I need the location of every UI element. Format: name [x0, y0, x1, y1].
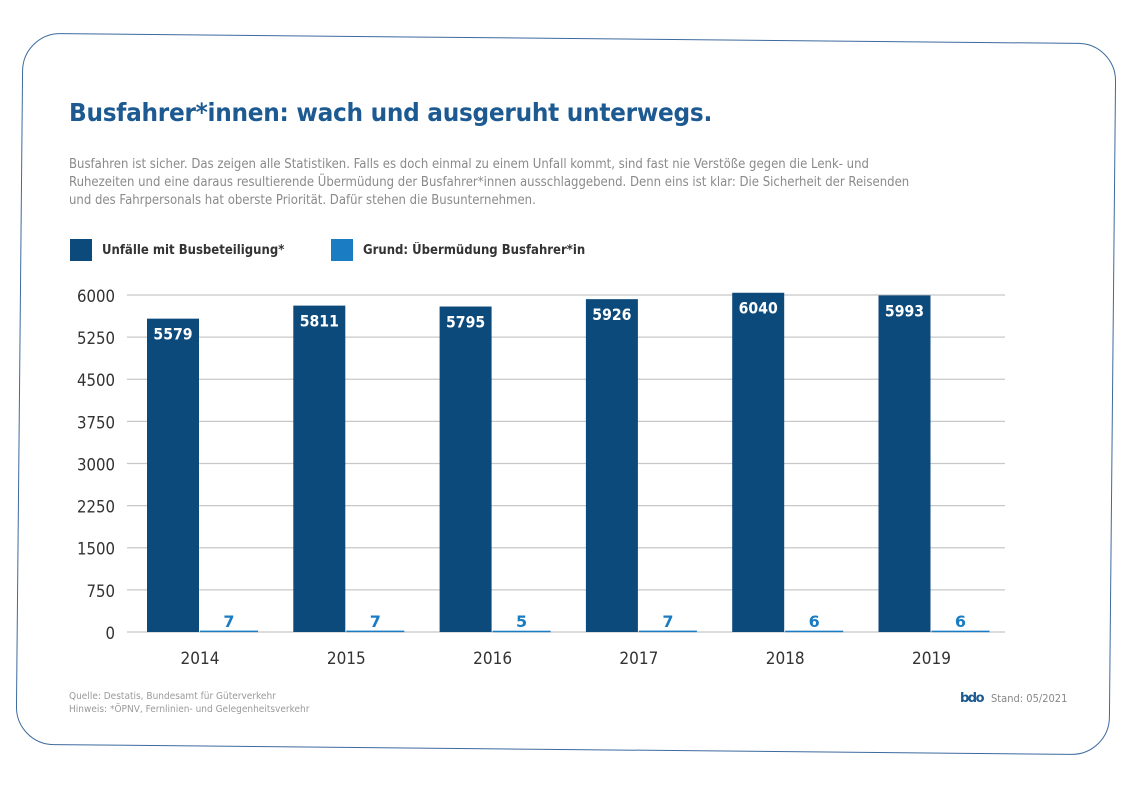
chart-title: Busfahrer*innen: wach und ausgeruht unte…: [69, 98, 713, 127]
source-text: Quelle: Destatis, Bundesamt für Güterver…: [69, 691, 276, 702]
data-label-fatigue: 5: [516, 612, 527, 631]
bdo-logo-icon: bdo: [960, 691, 985, 706]
data-label-fatigue: 6: [809, 612, 820, 631]
legend: Unfälle mit Busbeteiligung* Grund: Überm…: [70, 238, 636, 262]
x-tick-label: 2015: [327, 648, 366, 668]
stand-date: Stand: 05/2021: [991, 692, 1068, 705]
data-label-accidents: 5579: [153, 325, 192, 344]
y-tick-label: 1500: [77, 539, 115, 559]
y-tick-label: 3750: [77, 412, 115, 432]
data-label-fatigue: 7: [662, 612, 673, 631]
note-text: Hinweis: *ÖPNV, Fernlinien- und Gelegenh…: [69, 704, 310, 715]
data-label-accidents: 6040: [739, 299, 778, 318]
legend-item-fatigue: Grund: Übermüdung Busfahrer*in: [330, 239, 610, 261]
y-tick-label: 5250: [77, 328, 115, 348]
x-tick-label: 2018: [766, 648, 805, 668]
bar-accidents: [585, 299, 638, 632]
y-tick-label: 6000: [77, 286, 115, 306]
bar-fatigue: [638, 630, 697, 633]
x-tick-label: 2017: [619, 648, 658, 668]
data-label-accidents: 5811: [300, 312, 339, 331]
bar-fatigue: [346, 630, 405, 633]
legend-swatch-accidents: [70, 239, 92, 261]
intro-text: Busfahren ist sicher. Das zeigen alle St…: [69, 157, 910, 208]
y-tick-label: 0: [105, 623, 115, 643]
x-tick-label: 2016: [473, 648, 512, 668]
y-tick-label: 3000: [77, 455, 115, 475]
footnote: Quelle: Destatis, Bundesamt für Güterver…: [69, 690, 309, 716]
x-tick-label: 2014: [181, 648, 220, 668]
data-label-accidents: 5795: [446, 313, 485, 332]
legend-swatch-fatigue: [330, 239, 353, 261]
y-tick-label: 4500: [77, 370, 115, 390]
bar-accidents: [439, 306, 492, 632]
bar-accidents: [147, 318, 199, 632]
data-label-fatigue: 6: [955, 612, 966, 631]
bar-fatigue: [931, 630, 990, 633]
x-tick-label: 2019: [912, 648, 951, 668]
data-label-fatigue: 7: [223, 612, 234, 631]
legend-label-fatigue: Grund: Übermüdung Busfahrer*in: [362, 242, 585, 258]
stand-block: bdo Stand: 05/2021: [960, 691, 1076, 706]
bar-accidents: [293, 305, 346, 632]
data-label-fatigue: 7: [370, 612, 381, 631]
legend-item-accidents: Unfälle mit Busbeteiligung*: [70, 239, 305, 261]
data-label-accidents: 5926: [592, 305, 631, 324]
bar-fatigue: [492, 630, 551, 633]
bar-fatigue: [200, 630, 258, 633]
legend-label-accidents: Unfälle mit Busbeteiligung*: [102, 242, 285, 258]
y-tick-label: 2250: [77, 497, 115, 517]
bar-accidents: [732, 292, 785, 632]
bar-fatigue: [785, 630, 844, 633]
y-tick-label: 750: [86, 581, 115, 601]
bar-accidents: [878, 295, 931, 632]
data-label-accidents: 5993: [885, 302, 924, 321]
